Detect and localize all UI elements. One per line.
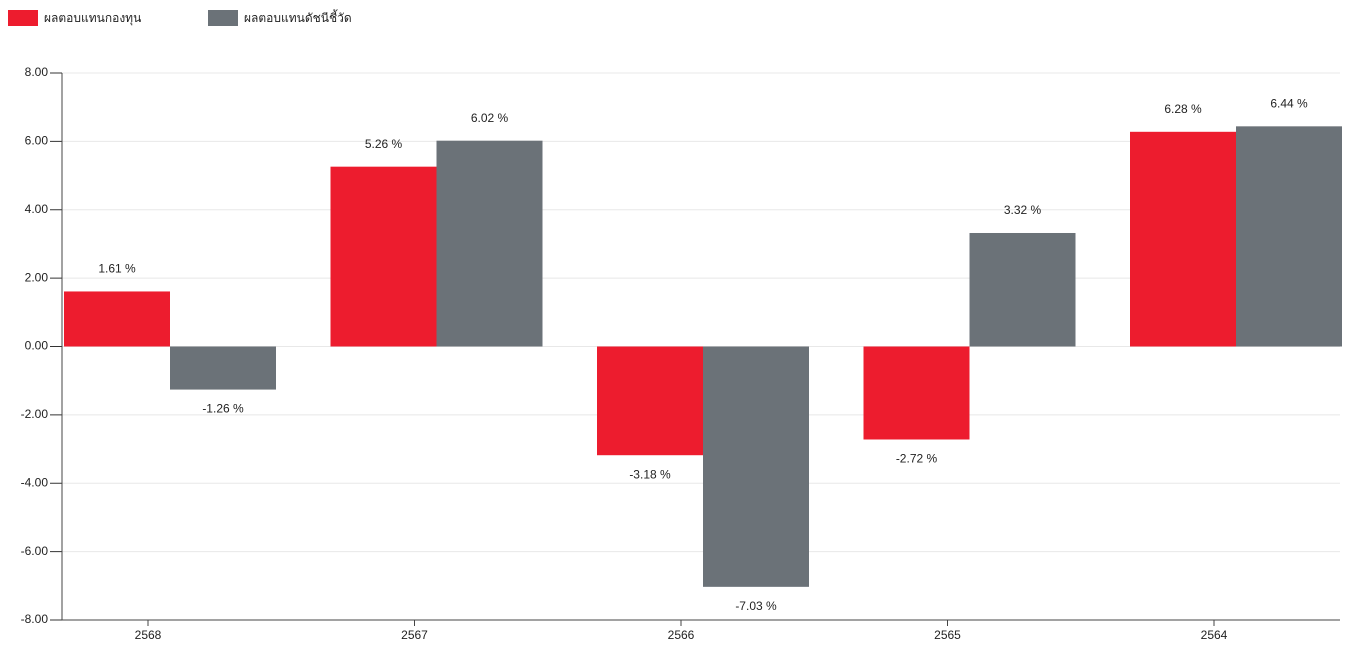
value-label: -7.03 % (735, 599, 777, 613)
y-tick-label: 6.00 (25, 134, 49, 148)
bar (1130, 131, 1236, 347)
bar (863, 346, 970, 440)
bar (330, 166, 437, 347)
legend-swatch (208, 10, 238, 26)
y-tick-label: 4.00 (25, 202, 49, 216)
y-tick-label: -8.00 (21, 612, 49, 626)
x-tick-label: 2567 (401, 628, 428, 642)
legend-swatch (8, 10, 38, 26)
bar (64, 291, 170, 347)
y-tick-label: -2.00 (21, 407, 49, 421)
y-tick-label: 2.00 (25, 270, 49, 284)
value-label: 6.02 % (471, 111, 509, 125)
y-tick-label: 8.00 (25, 65, 49, 79)
bar (703, 346, 809, 587)
bar (436, 140, 543, 347)
legend-label: ผลตอบแทนกองทุน (44, 11, 141, 26)
value-label: 5.26 % (365, 137, 403, 151)
x-tick-label: 2566 (668, 628, 695, 642)
bar (170, 346, 276, 390)
value-label: -3.18 % (629, 467, 671, 481)
bar (597, 346, 703, 456)
bar (969, 232, 1076, 347)
y-tick-label: -6.00 (21, 544, 49, 558)
value-label: -1.26 % (202, 402, 244, 416)
value-label: -2.72 % (896, 452, 938, 466)
bar (1236, 126, 1342, 347)
x-tick-label: 2568 (135, 628, 162, 642)
legend-label: ผลตอบแทนดัชนีชี้วัด (244, 9, 352, 25)
value-label: 6.44 % (1270, 97, 1308, 111)
value-label: 3.32 % (1004, 203, 1042, 217)
x-tick-label: 2565 (934, 628, 961, 642)
value-label: 6.28 % (1164, 102, 1202, 116)
y-tick-label: -4.00 (21, 475, 49, 489)
y-tick-label: 0.00 (25, 339, 49, 353)
x-tick-label: 2564 (1201, 628, 1228, 642)
value-label: 1.61 % (98, 262, 136, 276)
